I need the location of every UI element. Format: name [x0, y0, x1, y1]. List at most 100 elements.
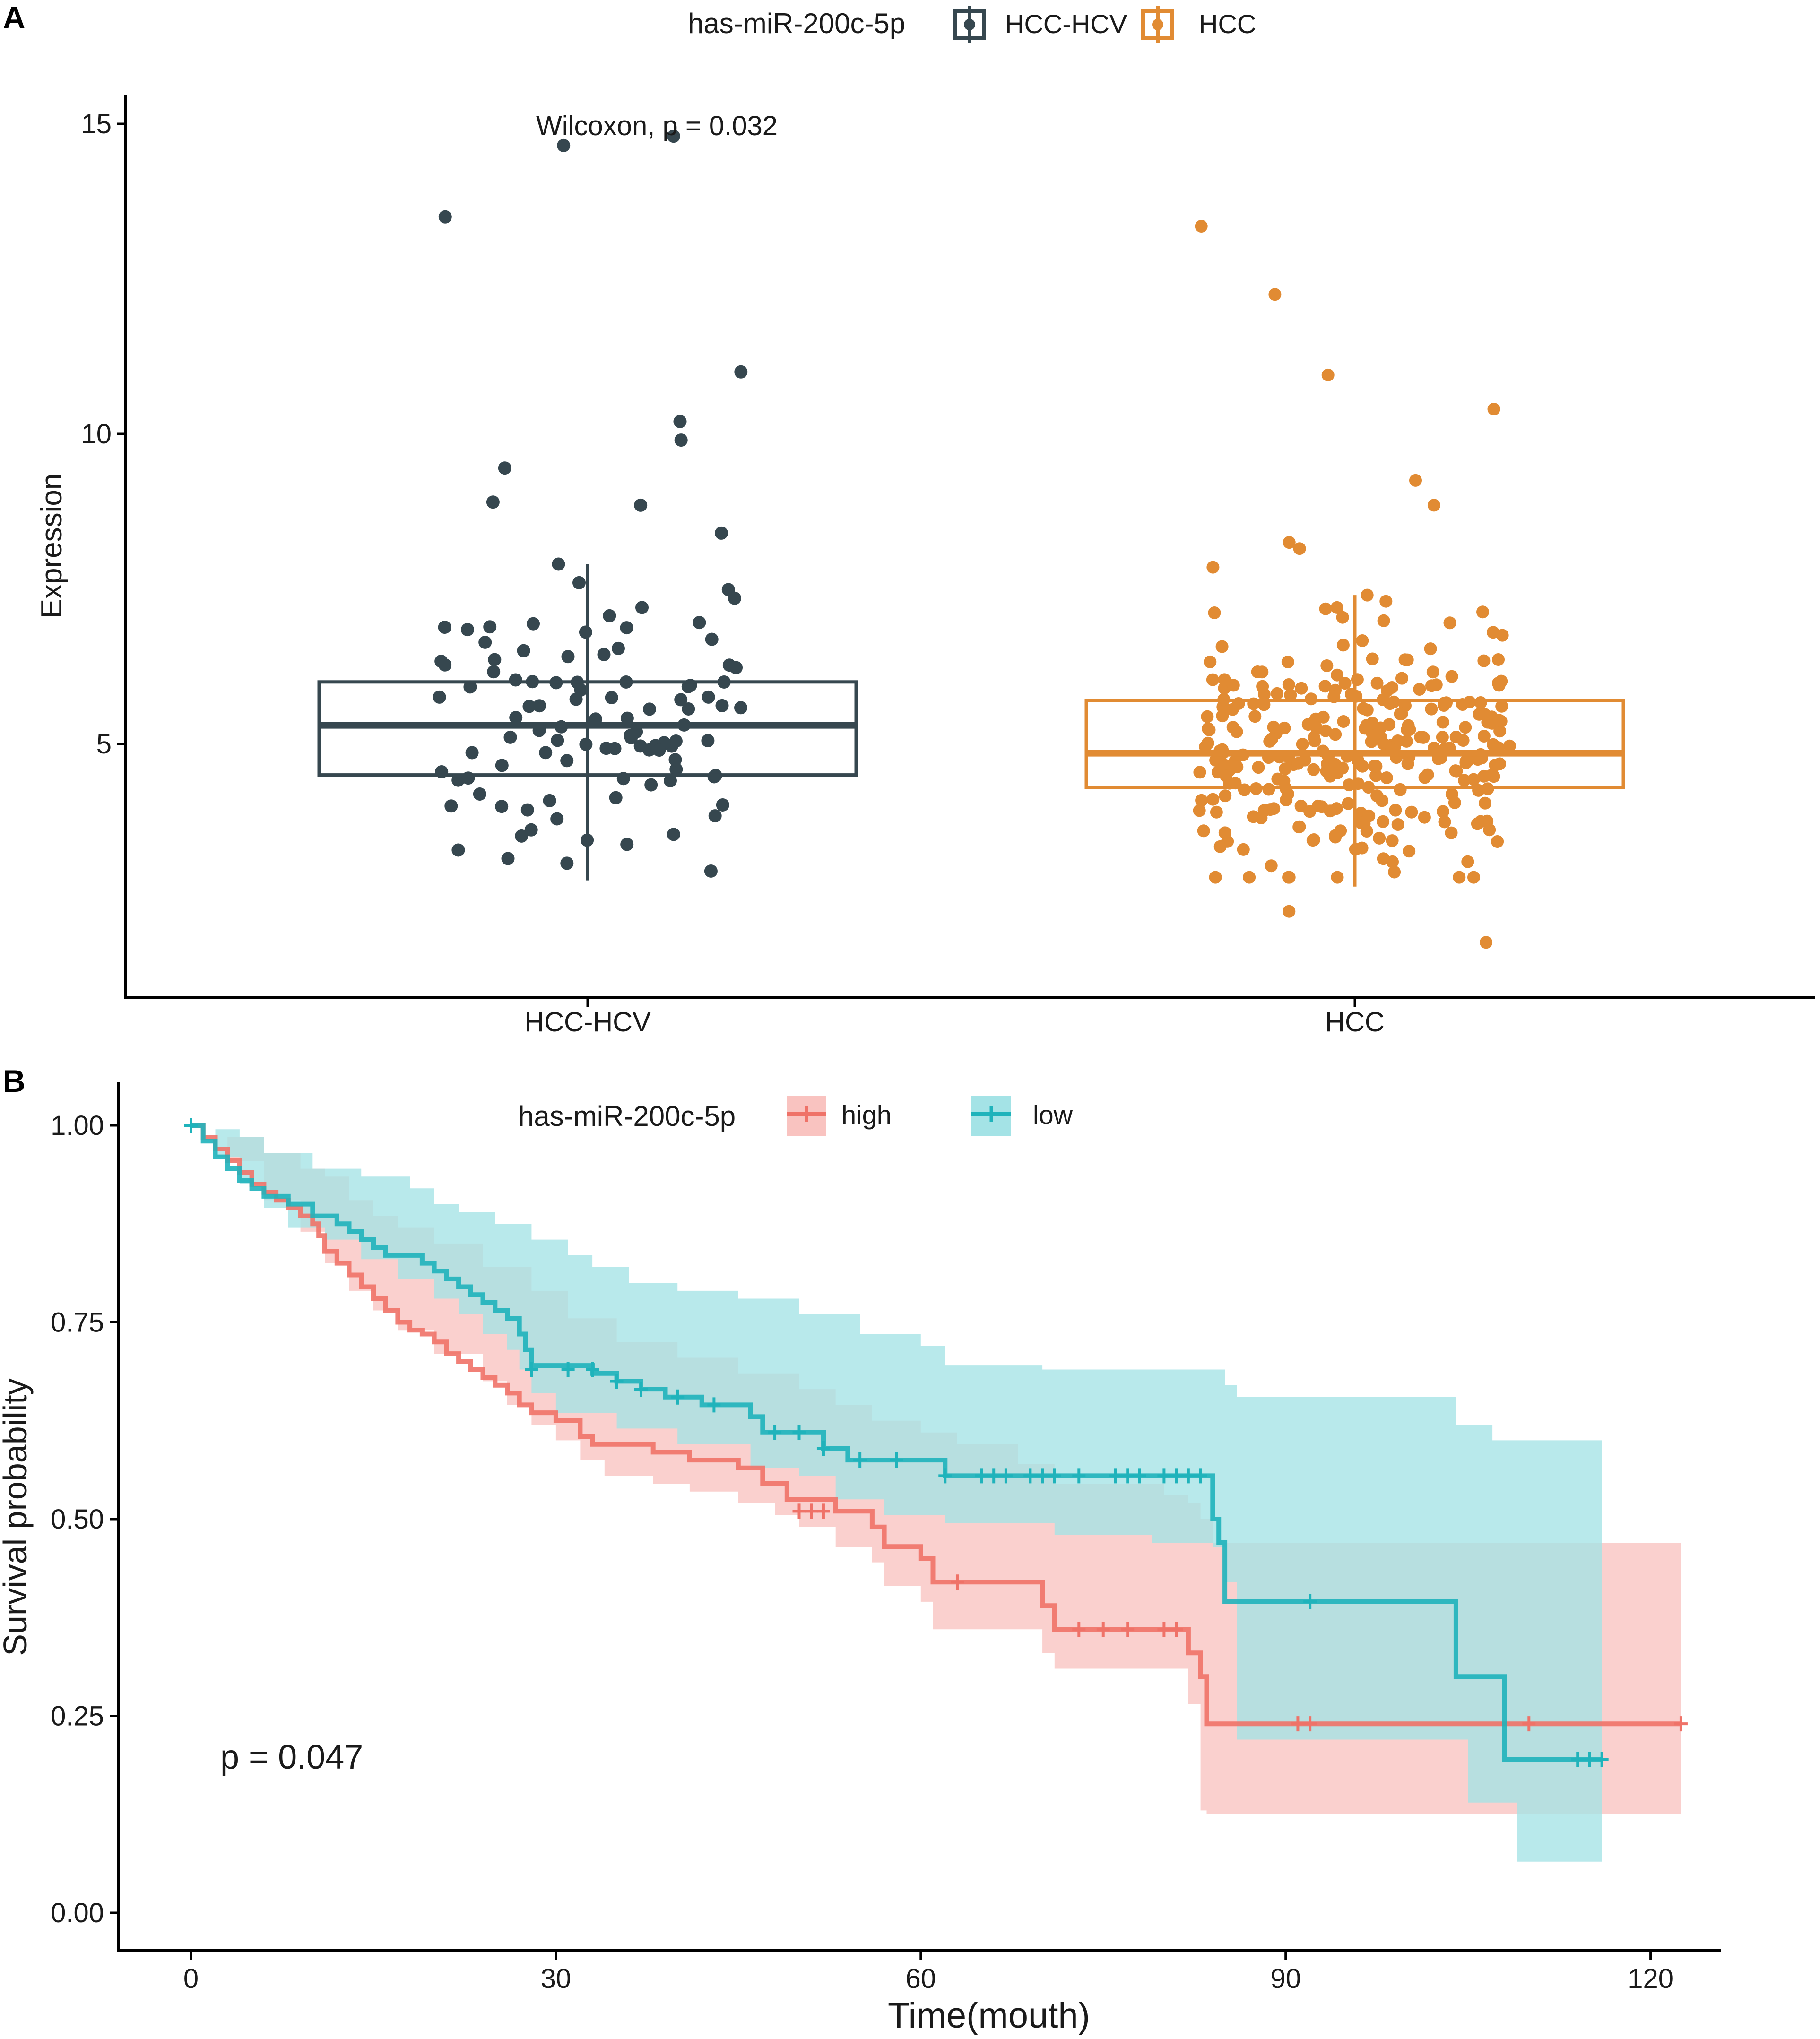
x-tick-label: 0	[183, 1963, 199, 1994]
data-point	[522, 700, 536, 713]
survival-curve-low	[191, 1123, 1602, 1762]
data-point	[1487, 403, 1500, 415]
data-point	[1440, 696, 1453, 709]
data-point	[1491, 835, 1504, 848]
data-point	[1448, 796, 1461, 809]
data-point	[642, 743, 656, 757]
data-point	[1206, 793, 1220, 806]
data-point	[1282, 678, 1295, 691]
data-point	[1265, 732, 1279, 745]
data-point	[1356, 634, 1369, 647]
data-point	[1283, 536, 1296, 549]
y-tick-label: 0.00	[51, 1898, 104, 1928]
data-point	[608, 742, 622, 755]
data-point	[478, 636, 492, 649]
data-point	[1218, 826, 1231, 839]
panel-a-legend: has-miR-200c-5p HCC-HCV HCC	[688, 6, 1256, 43]
data-point	[1461, 855, 1474, 868]
data-point	[1218, 673, 1231, 686]
survival-curve-high	[191, 1123, 1681, 1727]
data-point	[1321, 368, 1335, 381]
data-point	[674, 433, 688, 447]
logrank-p-annotation: p = 0.047	[220, 1738, 363, 1776]
panel-b-confidence-bands	[191, 1125, 1681, 1862]
x-tick-label: HCC	[1325, 1007, 1385, 1037]
data-point	[438, 621, 451, 634]
data-point	[539, 746, 553, 760]
data-point	[461, 623, 474, 637]
data-point	[635, 601, 649, 614]
data-point	[1268, 288, 1282, 301]
data-point	[560, 754, 574, 768]
data-point	[451, 773, 465, 787]
data-point	[1210, 805, 1223, 819]
data-point	[463, 680, 477, 694]
data-point	[652, 743, 666, 757]
data-point	[1338, 677, 1352, 690]
confidence-band-low	[191, 1125, 1602, 1862]
data-point	[704, 864, 718, 878]
data-point	[579, 625, 592, 639]
data-point	[1238, 783, 1251, 796]
legend-key-hcc	[1141, 6, 1174, 43]
data-point	[1489, 759, 1502, 772]
data-point	[1219, 789, 1232, 803]
data-point	[612, 641, 625, 655]
data-point	[1267, 802, 1281, 815]
data-point	[1243, 871, 1256, 884]
data-point	[1351, 673, 1364, 686]
data-point	[1424, 642, 1437, 656]
data-point	[1308, 719, 1321, 732]
y-tick-label: 15	[81, 109, 112, 139]
data-point	[1292, 821, 1306, 834]
data-point	[1443, 616, 1456, 630]
data-point	[1283, 871, 1296, 884]
data-point	[1319, 724, 1332, 737]
data-point	[1291, 757, 1305, 770]
data-point	[1370, 676, 1384, 690]
data-point	[1218, 759, 1231, 772]
panel-b-x-ticks: 0 30 60 90 120	[183, 1950, 1673, 1994]
data-point	[1355, 841, 1369, 855]
data-point	[1487, 770, 1500, 783]
panel-b: B has-miR-200c-5p high low 0.000.250.500…	[0, 1063, 1721, 2036]
y-tick-label: 0.25	[51, 1701, 104, 1732]
legend-label-hcc-hcv: HCC-HCV	[1005, 9, 1127, 39]
data-point	[483, 620, 497, 634]
data-point	[551, 734, 564, 747]
x-tick-label: HCC-HCV	[524, 1007, 651, 1037]
data-point	[1330, 601, 1343, 614]
data-point	[1492, 653, 1505, 666]
data-point	[1381, 684, 1394, 697]
data-point	[1477, 769, 1491, 783]
data-point	[1401, 653, 1414, 666]
data-point	[495, 800, 509, 813]
data-point	[1459, 721, 1472, 734]
data-point	[552, 557, 565, 571]
data-point	[1474, 815, 1487, 828]
data-point	[1453, 871, 1466, 884]
data-point	[1220, 769, 1232, 783]
data-point	[1413, 683, 1426, 696]
panel-b-legend: has-miR-200c-5p high low	[518, 1096, 1073, 1136]
data-point	[1281, 656, 1294, 668]
data-point	[1203, 723, 1216, 736]
data-point	[550, 812, 564, 826]
data-point	[1324, 804, 1337, 818]
data-point	[1436, 731, 1449, 744]
panel-a-x-ticks: HCC-HCV HCC	[524, 997, 1385, 1037]
data-point	[1208, 606, 1221, 619]
data-point	[572, 576, 586, 589]
data-point	[693, 616, 706, 630]
data-point	[1401, 757, 1414, 770]
y-tick-label: 1.00	[51, 1110, 104, 1141]
data-point	[668, 753, 682, 767]
data-point	[1493, 725, 1507, 738]
data-point	[1319, 602, 1332, 615]
data-point	[1480, 936, 1493, 949]
data-point	[1209, 871, 1222, 884]
panel-a-legend-title: has-miR-200c-5p	[688, 8, 905, 39]
data-point	[1380, 771, 1393, 784]
legend-key-low	[971, 1096, 1011, 1136]
data-point	[488, 653, 502, 666]
